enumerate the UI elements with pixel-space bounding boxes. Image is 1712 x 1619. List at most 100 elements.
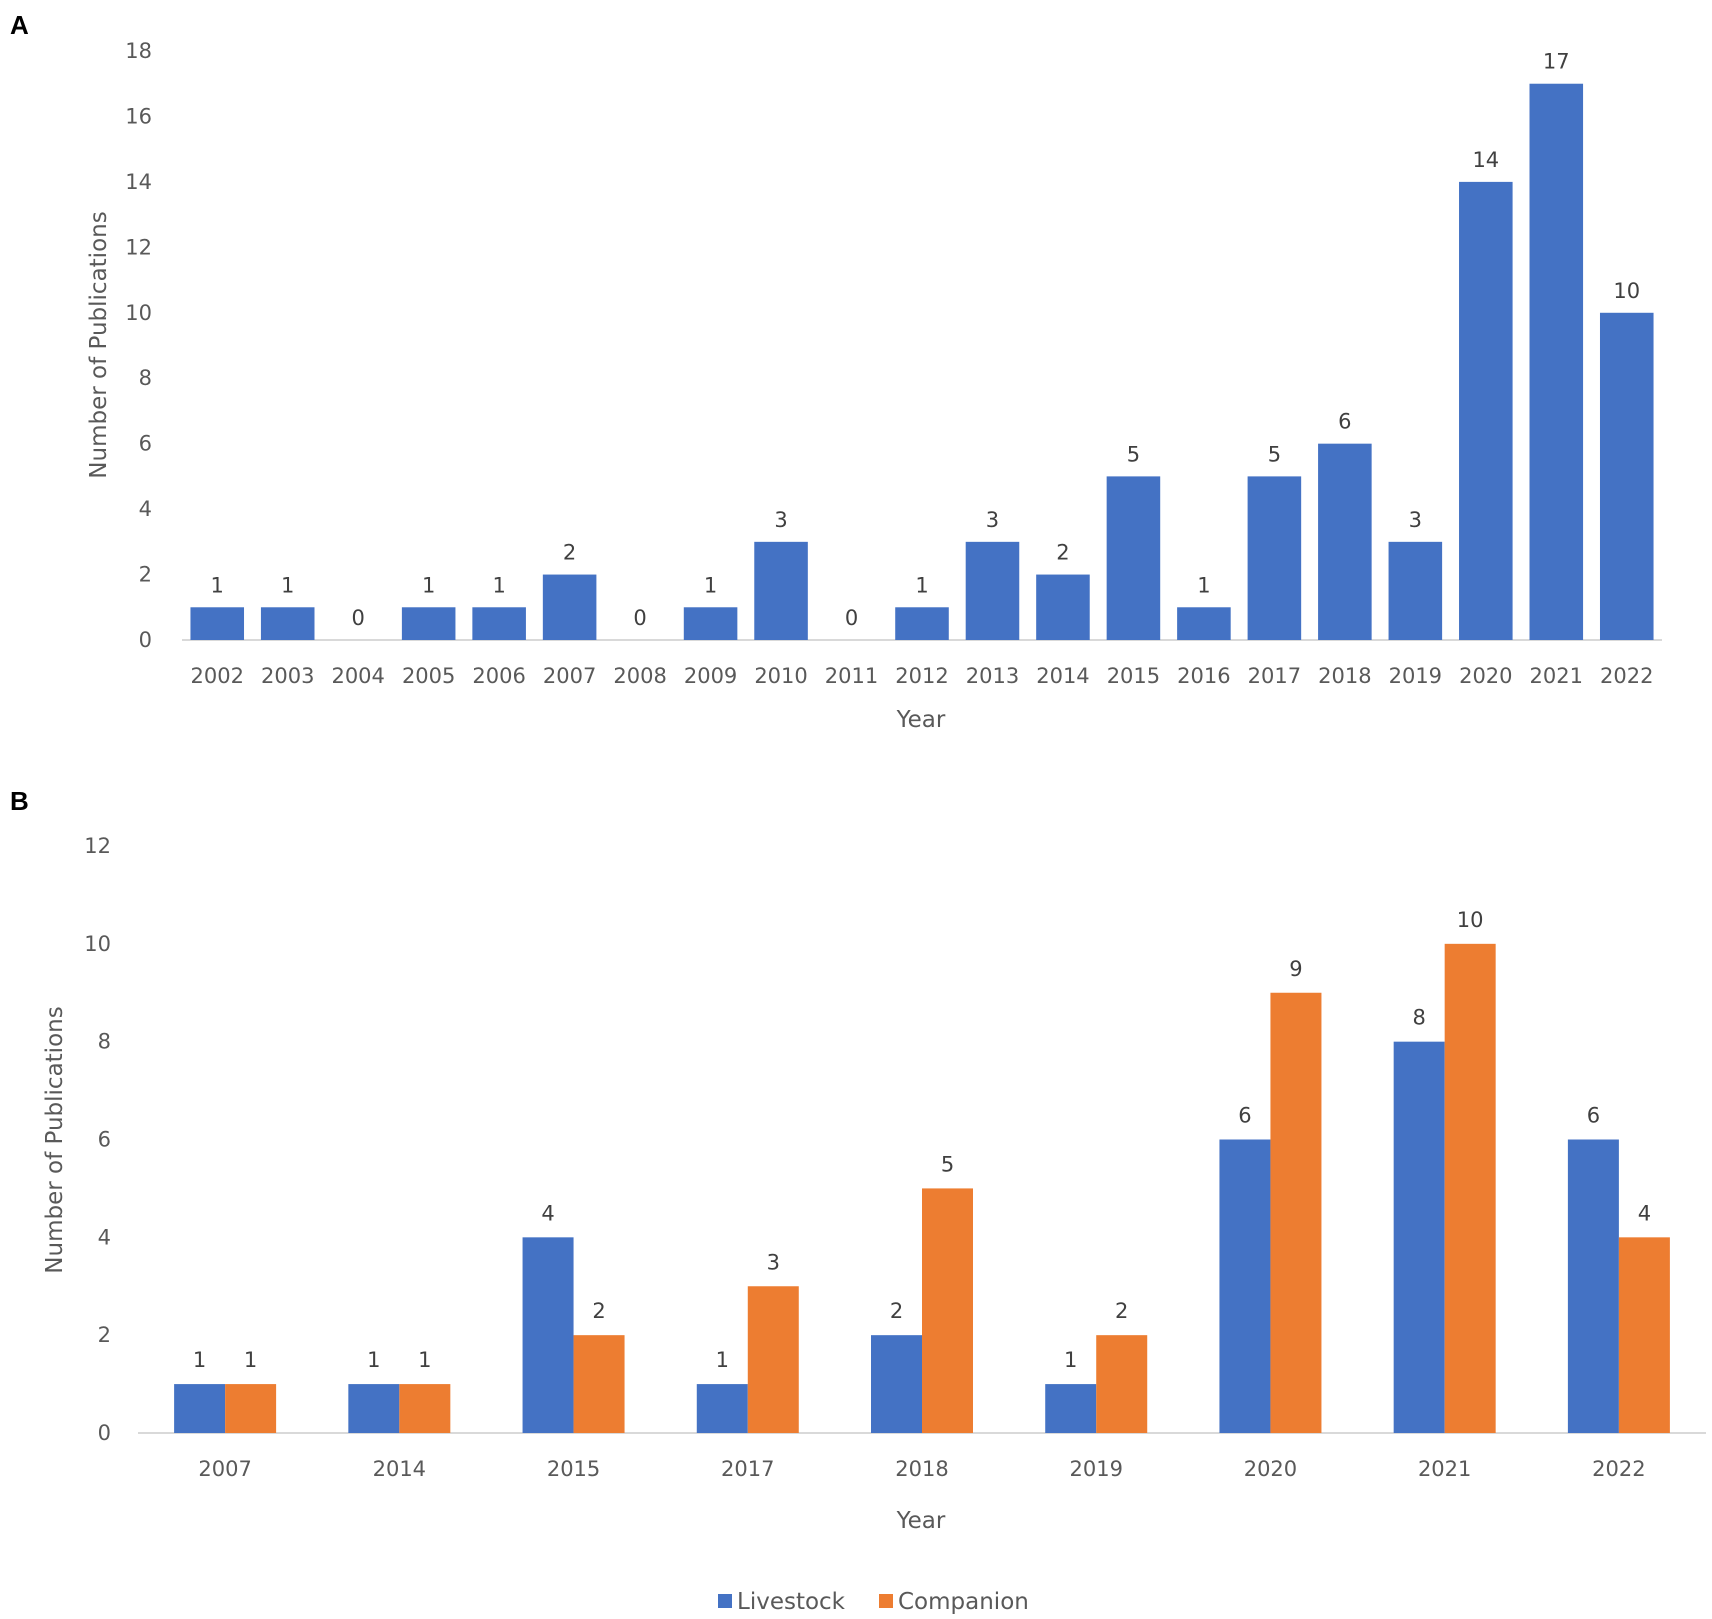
chart-a-x-tick-label-2021: 2021: [1530, 664, 1583, 688]
chart-b-bar-companion-2007: [225, 1384, 277, 1433]
chart-b-bar-livestock-2007: [174, 1384, 226, 1433]
chart-b-data-label-companion-2019: 2: [1115, 1299, 1128, 1323]
chart-a-y-tick-label: 4: [139, 497, 152, 521]
chart-a-data-label-2014: 2: [1056, 541, 1069, 565]
chart-a-x-tick-label-2022: 2022: [1600, 664, 1653, 688]
chart-b-bar-companion-2015: [573, 1335, 625, 1433]
chart-a-data-label-2012: 1: [915, 573, 928, 597]
chart-a-x-tick-label-2018: 2018: [1318, 664, 1371, 688]
chart-b-data-label-companion-2017: 3: [767, 1250, 780, 1274]
chart-b-data-label-livestock-2018: 2: [890, 1299, 903, 1323]
chart-a-x-tick-label-2013: 2013: [966, 664, 1019, 688]
chart-a-bar-2013: [965, 541, 1020, 640]
chart-a-bar-2021: [1529, 83, 1584, 640]
chart-b-bar-companion-2019: [1096, 1335, 1148, 1433]
chart-b-y-tick-label: 12: [84, 834, 111, 858]
chart-a-y-tick-label: 14: [125, 170, 152, 194]
chart-b-x-tick-label-2014: 2014: [373, 1457, 426, 1481]
chart-a-data-label-2017: 5: [1268, 442, 1281, 466]
chart-b-data-label-companion-2020: 9: [1289, 957, 1302, 981]
chart-a-y-tick-label: 10: [125, 301, 152, 325]
chart-b-data-label-livestock-2015: 4: [541, 1201, 554, 1225]
chart-b-bar-livestock-2021: [1393, 1041, 1445, 1433]
chart-a-data-label-2018: 6: [1338, 410, 1351, 434]
chart-a: 0246810121416181200212003020041200512006…: [125, 39, 1662, 688]
chart-b-bar-companion-2020: [1270, 992, 1322, 1433]
chart-a-x-tick-label-2014: 2014: [1036, 664, 1089, 688]
legend-swatch-companion: [879, 1594, 893, 1608]
chart-a-bar-2018: [1318, 443, 1372, 640]
chart-a-x-tick-label-2003: 2003: [261, 664, 314, 688]
chart-a-data-label-2019: 3: [1409, 508, 1422, 532]
chart-a-data-label-2007: 2: [563, 541, 576, 565]
chart-a-data-label-2016: 1: [1197, 573, 1210, 597]
chart-b-x-tick-label-2019: 2019: [1069, 1457, 1122, 1481]
chart-a-y-tick-label: 16: [125, 104, 152, 128]
chart-a-bar-2010: [754, 541, 808, 640]
chart-a-data-label-2020: 14: [1472, 148, 1499, 172]
chart-b-bar-companion-2018: [922, 1188, 973, 1433]
chart-a-y-tick-label: 12: [125, 235, 152, 259]
chart-b-data-label-companion-2022: 4: [1638, 1201, 1651, 1225]
panel-letter-b: B: [10, 786, 29, 816]
chart-b-x-tick-label-2015: 2015: [547, 1457, 600, 1481]
chart-a-data-label-2015: 5: [1127, 442, 1140, 466]
chart-a-y-tick-label: 18: [125, 39, 152, 63]
chart-a-x-tick-label-2007: 2007: [543, 664, 596, 688]
chart-a-data-label-2011: 0: [845, 606, 858, 630]
chart-b-data-label-livestock-2020: 6: [1238, 1104, 1251, 1128]
chart-b-x-tick-label-2017: 2017: [721, 1457, 774, 1481]
chart-b-bar-livestock-2018: [871, 1335, 922, 1433]
chart-b-bar-livestock-2022: [1567, 1139, 1619, 1433]
chart-b-bar-livestock-2019: [1045, 1384, 1097, 1433]
chart-a-data-label-2021: 17: [1543, 50, 1570, 74]
chart-b-data-label-companion-2015: 2: [592, 1299, 605, 1323]
chart-a-bar-2002: [190, 607, 245, 640]
chart-b-x-tick-label-2007: 2007: [198, 1457, 251, 1481]
chart-b-data-label-companion-2021: 10: [1457, 908, 1484, 932]
chart-a-bar-2006: [472, 607, 526, 640]
chart-a-bar-2009: [683, 607, 738, 640]
chart-b-x-tick-label-2022: 2022: [1592, 1457, 1645, 1481]
chart-b-data-label-livestock-2017: 1: [716, 1348, 729, 1372]
chart-b-x-tick-label-2020: 2020: [1244, 1457, 1297, 1481]
chart-a-bar-2007: [542, 574, 597, 640]
chart-a-x-tick-label-2015: 2015: [1107, 664, 1160, 688]
chart-a-bar-2003: [260, 607, 315, 640]
chart-b-bar-companion-2022: [1618, 1237, 1670, 1433]
chart-a-bar-2017: [1247, 476, 1302, 640]
chart-a-bar-2020: [1459, 181, 1513, 640]
chart-b-bar-companion-2017: [747, 1286, 799, 1433]
chart-a-x-axis-title: Year: [896, 707, 946, 733]
chart-a-bar-2014: [1036, 574, 1090, 640]
chart-a-y-tick-label: 8: [139, 366, 152, 390]
chart-a-x-tick-label-2010: 2010: [754, 664, 807, 688]
chart-b-bar-livestock-2015: [522, 1237, 574, 1433]
chart-b-data-label-livestock-2019: 1: [1064, 1348, 1077, 1372]
chart-b-legend: Livestock Companion: [718, 1589, 1029, 1615]
chart-a-x-tick-label-2020: 2020: [1459, 664, 1512, 688]
chart-b-data-label-companion-2007: 1: [244, 1348, 257, 1372]
chart-b-data-label-livestock-2021: 8: [1412, 1006, 1425, 1030]
chart-b-y-tick-label: 0: [98, 1421, 111, 1445]
chart-a-x-tick-label-2011: 2011: [825, 664, 878, 688]
panel-letter-a: A: [10, 10, 29, 40]
chart-a-bar-2016: [1177, 607, 1231, 640]
chart-b-x-axis-title: Year: [896, 1508, 946, 1534]
chart-b-data-label-livestock-2007: 1: [193, 1348, 206, 1372]
legend-swatch-livestock: [718, 1594, 732, 1608]
chart-a-y-tick-label: 0: [139, 628, 152, 652]
chart-a-y-axis-title: Number of Publications: [86, 211, 112, 478]
chart-a-data-label-2004: 0: [352, 606, 365, 630]
chart-b-y-tick-label: 2: [98, 1323, 111, 1347]
chart-a-data-label-2013: 3: [986, 508, 999, 532]
chart-b-data-label-companion-2014: 1: [418, 1348, 431, 1372]
chart-a-x-tick-label-2005: 2005: [402, 664, 455, 688]
chart-a-x-tick-label-2004: 2004: [331, 664, 384, 688]
chart-a-x-tick-label-2019: 2019: [1389, 664, 1442, 688]
chart-a-data-label-2005: 1: [422, 573, 435, 597]
chart-a-bar-2019: [1388, 541, 1443, 640]
chart-a-data-label-2009: 1: [704, 573, 717, 597]
chart-a-bar-2022: [1599, 312, 1654, 640]
